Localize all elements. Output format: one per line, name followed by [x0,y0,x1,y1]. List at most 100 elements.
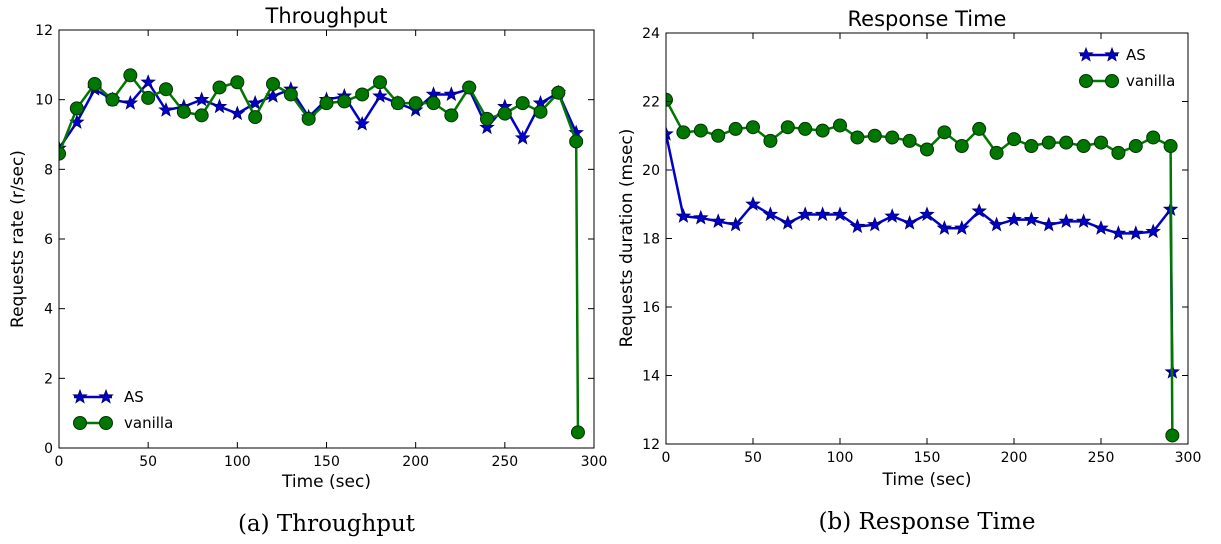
data-point-vanilla [533,104,548,119]
data-point-vanilla [301,111,316,126]
x-axis-label: Time (sec) [882,470,972,490]
data-point-as [971,202,987,218]
data-point-as [954,220,970,235]
legend-marker-as [1104,46,1120,62]
chart-title: Response Time [848,7,1007,31]
x-tick-label: 300 [1175,450,1202,466]
y-tick-label: 6 [44,232,53,248]
data-point-vanilla [937,125,952,140]
data-point-as [372,88,388,103]
data-point-as [727,216,744,232]
response-time-chart: Response Time 0 50 100 150 200 250 300 12 14 16 18… [617,7,1201,535]
data-point-as [211,98,228,114]
x-tick-label: 200 [1001,450,1028,466]
data-point-vanilla [693,123,708,138]
data-point-vanilla [551,85,566,100]
data-point-vanilla [462,80,477,95]
x-tick-label: 250 [1088,450,1115,466]
x-tick-label: 0 [662,450,671,466]
legend-marker-vanilla [1105,74,1119,88]
data-point-as [1041,216,1057,232]
y-tick-label: 0 [44,441,53,457]
legend-marker-vanilla [99,416,113,430]
series-line-vanilla [666,99,1174,436]
data-point-vanilla [87,76,102,91]
data-point-vanilla [1111,145,1126,160]
data-point-vanilla [885,130,900,145]
data-point-vanilla [390,96,405,111]
legend: AS vanilla [1078,46,1175,90]
data-point-vanilla [337,94,352,109]
data-point-as [901,214,918,230]
data-point-vanilla [105,92,120,107]
data-point-as [1023,211,1040,227]
data-point-as [354,115,370,131]
data-point-vanilla [676,125,691,140]
x-tick-label: 200 [402,454,429,470]
data-point-vanilla [59,146,66,161]
data-point-vanilla [666,92,673,107]
data-point-vanilla [283,87,298,102]
y-tick-label: 16 [642,300,660,316]
data-point-vanilla [902,133,917,148]
data-point-vanilla [69,101,84,116]
data-point-as [158,101,174,117]
legend-marker-as [72,388,88,404]
x-tick-label: 0 [55,454,64,470]
plot-frame [665,32,1189,445]
legend-label-vanilla: vanilla [1126,72,1175,90]
data-point-as [1058,213,1074,228]
data-point-vanilla [780,120,795,135]
data-point-vanilla [123,68,138,83]
y-tick-label: 14 [642,369,660,385]
data-point-as [247,95,263,110]
x-tick-label: 250 [491,454,518,470]
data-point-vanilla [867,128,882,143]
data-point-as [1145,223,1161,239]
y-tick-label: 12 [642,437,660,453]
data-point-as [762,206,779,222]
data-point-vanilla [1094,135,1108,150]
legend: AS vanilla [72,388,173,432]
data-point-vanilla [972,121,987,136]
data-point-vanilla [728,121,743,136]
data-point-as [666,125,674,141]
data-point-vanilla [711,128,726,143]
data-point-vanilla [1041,135,1056,150]
data-point-vanilla [266,76,280,91]
x-tick-label: 150 [914,450,941,466]
legend-marker-vanilla [73,416,87,430]
y-tick-label: 20 [642,163,660,179]
data-point-vanilla [1059,135,1074,150]
y-tick-label: 8 [44,162,53,178]
x-tick-label: 100 [224,454,251,470]
data-point-as [884,208,900,223]
x-tick-label: 50 [139,454,157,470]
legend-marker-vanilla [1079,74,1093,88]
data-point-as [1110,225,1127,240]
data-point-vanilla [1076,139,1091,154]
data-point-vanilla [1165,428,1180,443]
data-point-vanilla [1163,139,1178,154]
data-point-as [710,213,726,228]
data-point-as [514,129,531,145]
data-point-as [675,208,692,223]
data-point-as [919,206,935,222]
y-tick-label: 4 [44,302,53,318]
data-point-as [1075,213,1092,228]
data-point-as [988,216,1005,232]
data-point-as [780,214,796,230]
data-point-vanilla [497,106,512,121]
legend-label-as: AS [124,388,144,406]
y-tick-label: 12 [35,23,53,39]
data-point-vanilla [480,111,494,126]
data-point-as [693,209,709,225]
data-point-as [1128,225,1144,240]
legend-label-as: AS [1126,46,1146,64]
throughput-chart: Throughput 0 50 100 150 200 250 300 0 2 4 6 8 10 12 T… [8,4,607,537]
data-point-vanilla [1024,139,1039,154]
data-point-vanilla [373,75,387,90]
x-tick-label: 100 [827,450,854,466]
data-point-vanilla [1146,130,1161,145]
